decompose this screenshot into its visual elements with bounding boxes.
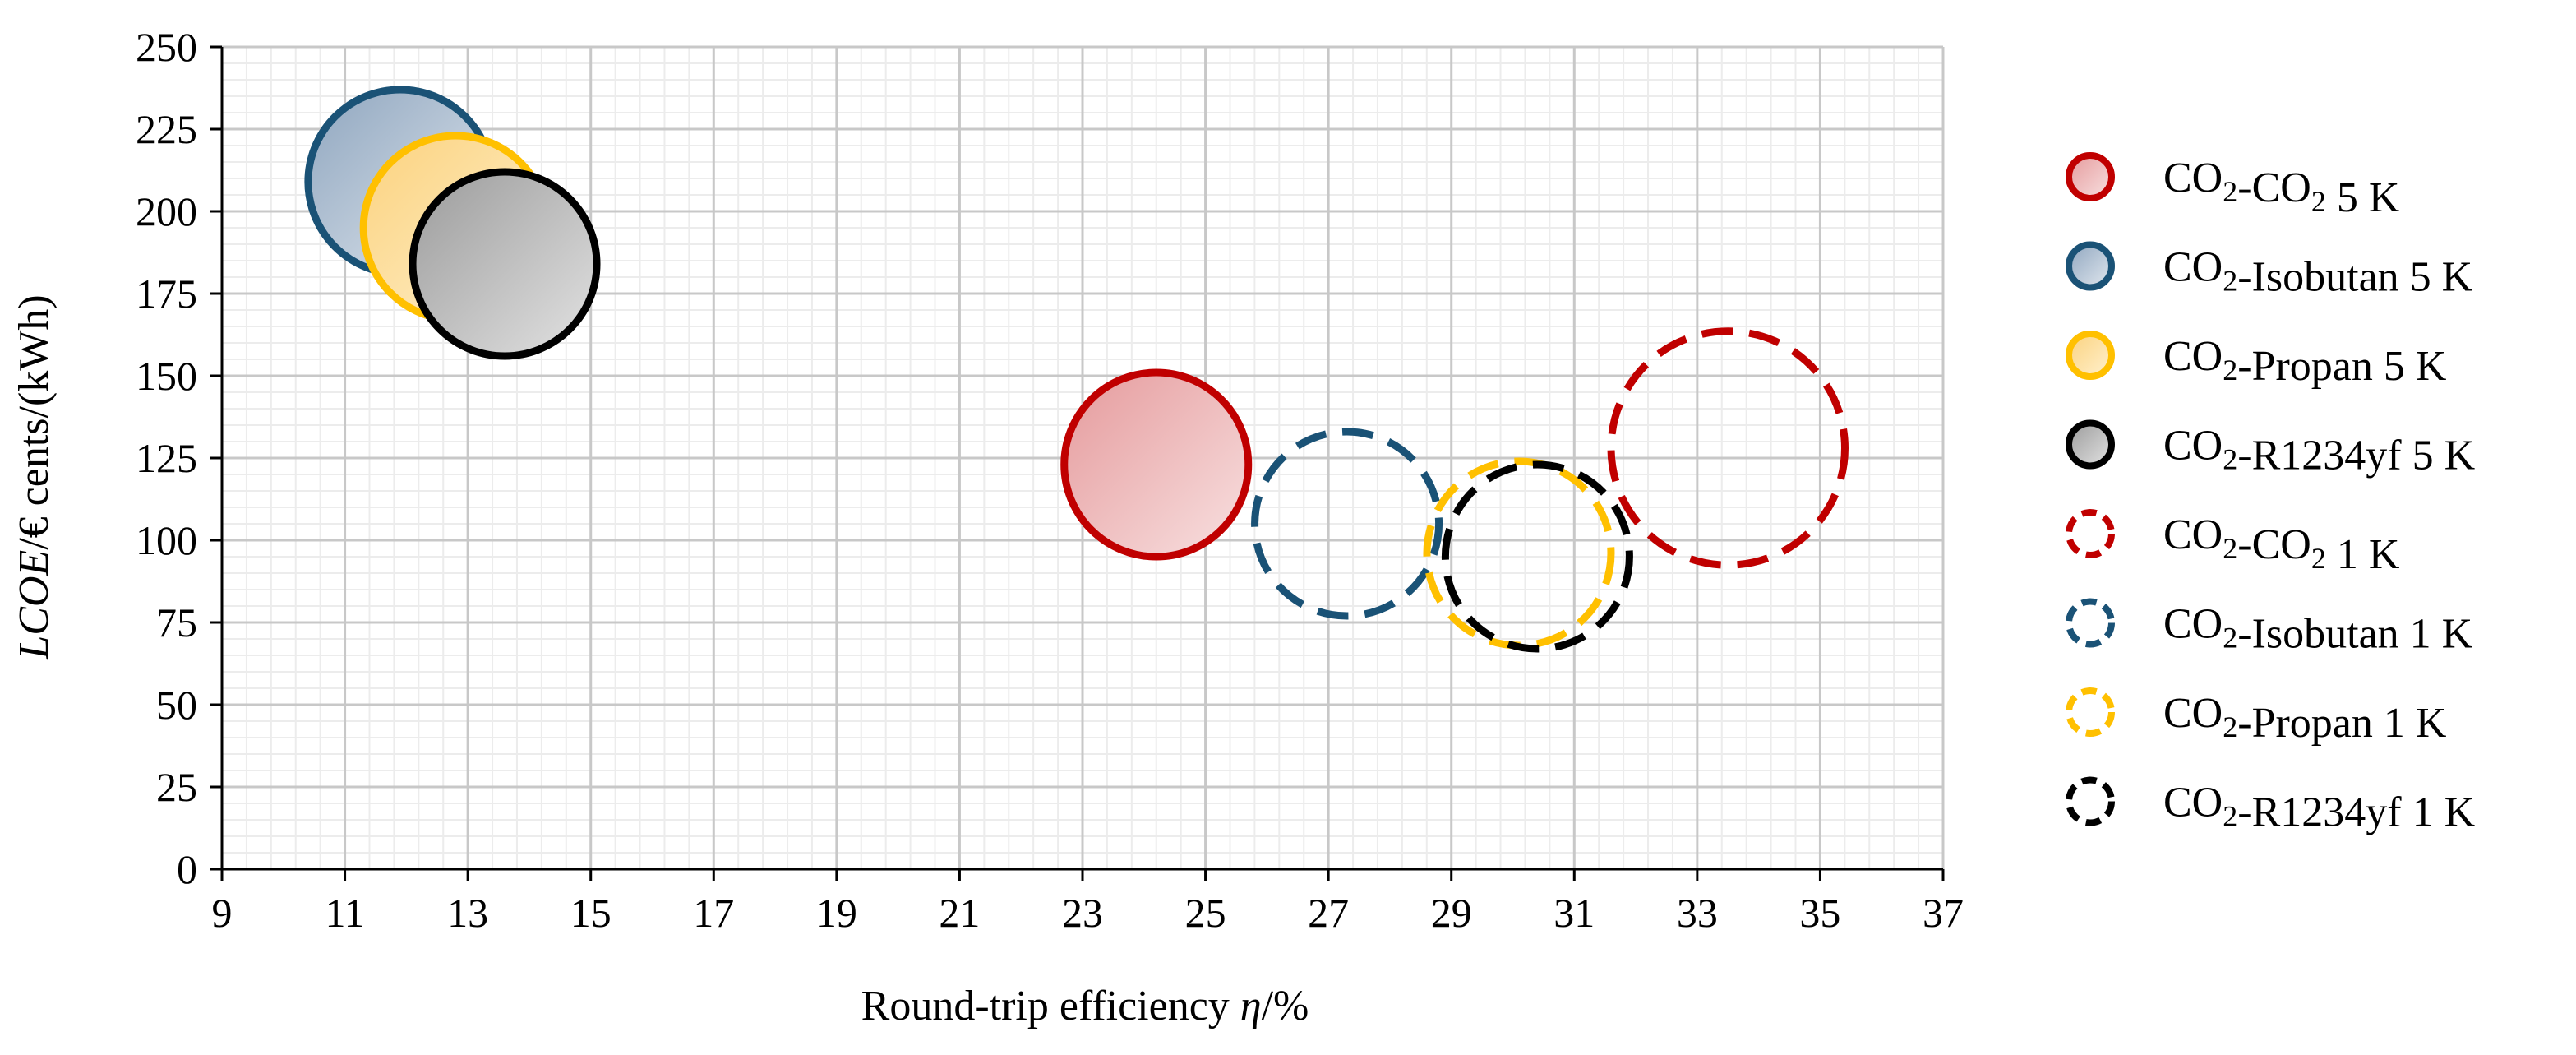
x-tick-label: 21	[939, 890, 980, 936]
legend-marker-4	[2066, 419, 2115, 470]
x-tick-label: 23	[1062, 890, 1103, 936]
x-axis-title-suffix: /%	[1262, 983, 1309, 1030]
x-tick-label: 25	[1185, 890, 1226, 936]
legend-label-6: CO2-Isobutan 1 K	[2163, 601, 2473, 658]
x-tick-label: 29	[1431, 890, 1472, 936]
x-tick-label: 9	[212, 890, 233, 936]
y-axis-title-symbol: LCOE	[11, 550, 58, 660]
y-tick-labels: 0 25 50 75 100 125 150 175 200 225 250	[136, 24, 197, 892]
legend-marker-6	[2066, 598, 2115, 648]
bubble-7	[1423, 457, 1615, 650]
y-tick-label: 0	[177, 846, 197, 892]
y-tick-label: 25	[156, 764, 197, 810]
legend-label-3: CO2-Propan 5 K	[2163, 333, 2447, 390]
legend-marker-8	[2066, 776, 2115, 826]
y-tick-label: 150	[136, 353, 197, 399]
x-tick-labels: 9 11 13 15 17 19 21 23 25 27 29 31 33 35 37	[212, 890, 1964, 936]
x-tick-label: 13	[447, 890, 488, 936]
legend-marker-5	[2066, 509, 2115, 558]
y-tick-label: 225	[136, 106, 197, 152]
bubble-5	[1607, 327, 1849, 569]
legend-label-7: CO2-Propan 1 K	[2163, 690, 2447, 747]
y-tick-label: 75	[156, 599, 197, 645]
x-tick-label: 33	[1677, 890, 1718, 936]
axes	[210, 45, 1945, 881]
y-tick-label: 175	[136, 271, 197, 317]
legend-marker-7	[2066, 687, 2115, 737]
x-tick-label: 19	[816, 890, 857, 936]
y-tick-label: 200	[136, 188, 197, 234]
bubble-8	[1441, 460, 1633, 653]
bubble-4	[409, 168, 601, 360]
legend-marker-1	[2066, 152, 2115, 201]
legend-label-4: CO2-R1234yf 5 K	[2163, 423, 2476, 479]
y-tick-label: 100	[136, 517, 197, 563]
bubble-1	[1060, 368, 1253, 561]
bubble-6	[1251, 428, 1443, 620]
x-axis-title-prefix: Round-trip efficiency	[861, 983, 1240, 1030]
x-tick-label: 37	[1923, 890, 1964, 936]
x-tick-label: 11	[325, 890, 364, 936]
x-tick-label: 27	[1308, 890, 1349, 936]
x-axis-title-symbol: η	[1240, 983, 1262, 1030]
y-tick-label: 50	[156, 682, 197, 728]
x-tick-label: 35	[1799, 890, 1840, 936]
legend-marker-2	[2066, 241, 2115, 291]
y-axis-title: LCOE/€ cents/(kWh)	[11, 294, 58, 659]
bubbles	[304, 86, 1849, 653]
y-axis-title-suffix: /€ cents/(kWh)	[11, 294, 58, 549]
legend-label-8: CO2-R1234yf 1 K	[2163, 780, 2476, 836]
x-tick-label: 31	[1553, 890, 1595, 936]
y-tick-label: 250	[136, 24, 197, 70]
legend-marker-3	[2066, 331, 2115, 380]
legend-label-5: CO2-CO2 1 K	[2163, 511, 2400, 578]
x-tick-label: 17	[693, 890, 734, 936]
legend-label-2: CO2-Isobutan 5 K	[2163, 244, 2473, 301]
legend-label-1: CO2-CO2 5 K	[2163, 155, 2400, 221]
legend: CO2-CO2 5 K CO2-Isobutan 5 K CO2-Propan 5 …	[2066, 152, 2476, 836]
x-axis-title: Round-trip efficiency η/%	[861, 983, 1309, 1030]
x-tick-label: 15	[570, 890, 612, 936]
y-tick-label: 125	[136, 435, 197, 481]
